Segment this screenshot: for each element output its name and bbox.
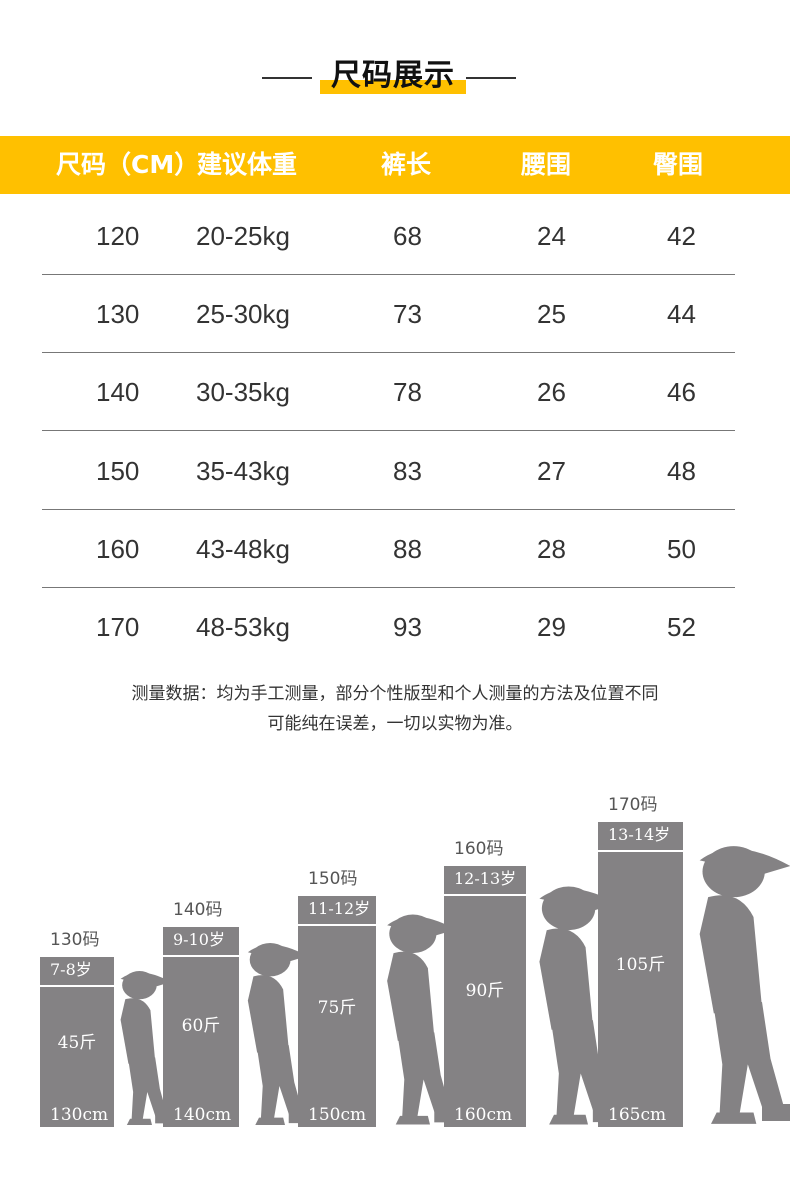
height-age-label: 11-12岁 — [308, 899, 371, 918]
height-bar: 13-14岁 105斤 165cm — [598, 822, 683, 1127]
cell-weight: 43-48kg — [196, 534, 290, 564]
title-highlight — [320, 80, 466, 94]
bar-divider — [598, 850, 683, 852]
measurement-note-line1: 测量数据：均为手工测量，部分个性版型和个人测量的方法及位置不同 — [131, 684, 659, 704]
row-divider — [42, 430, 735, 431]
cell-pants-length: 88 — [393, 534, 422, 564]
height-weight-label: 90斤 — [465, 981, 505, 1001]
table-row: 130 25-30kg 73 25 44 — [0, 275, 790, 353]
height-age-label: 13-14岁 — [608, 825, 671, 844]
cell-size: 130 — [96, 299, 140, 329]
row-divider — [42, 274, 735, 275]
cell-hip: 42 — [667, 221, 696, 251]
cell-size: 150 — [96, 456, 140, 486]
table-row: 160 43-48kg 88 28 50 — [0, 510, 790, 588]
height-cm-label: 150cm — [308, 1105, 367, 1125]
table-row: 150 35-43kg 83 27 48 — [0, 432, 790, 510]
header-waist: 腰围 — [521, 150, 572, 179]
title-left-line — [262, 77, 312, 79]
header-size: 尺码（CM） — [56, 150, 200, 179]
cell-pants-length: 93 — [393, 612, 422, 642]
bar-divider — [163, 955, 239, 957]
child-silhouette-icon — [520, 884, 622, 1131]
height-size-label: 140码 — [173, 900, 223, 920]
height-age-label: 7-8岁 — [50, 960, 92, 979]
height-cm-label: 140cm — [173, 1105, 232, 1125]
table-row: 120 20-25kg 68 24 42 — [0, 197, 790, 275]
row-divider — [42, 587, 735, 588]
height-size-label: 170码 — [608, 795, 658, 815]
bar-divider — [444, 894, 526, 896]
cell-size: 120 — [96, 221, 140, 251]
cell-waist: 27 — [537, 456, 566, 486]
measurement-note-line2: 可能纯在误差，一切以实物为准。 — [267, 714, 523, 734]
bar-divider — [40, 985, 114, 987]
child-silhouette-icon — [108, 969, 174, 1131]
height-weight-label: 60斤 — [181, 1016, 221, 1036]
page-title: 尺码展示 — [331, 58, 455, 93]
height-weight-label: 105斤 — [615, 955, 666, 975]
section-title: 尺码展示 — [0, 52, 790, 102]
title-right-line — [466, 77, 516, 79]
cell-waist: 29 — [537, 612, 566, 642]
size-table-header: 尺码（CM） 建议体重 裤长 腰围 臀围 — [0, 136, 790, 194]
cell-pants-length: 83 — [393, 456, 422, 486]
child-silhouette-icon — [677, 843, 790, 1131]
height-age-label: 9-10岁 — [173, 930, 225, 949]
cell-weight: 20-25kg — [196, 221, 290, 251]
cell-hip: 48 — [667, 456, 696, 486]
cell-size: 160 — [96, 534, 140, 564]
cell-hip: 44 — [667, 299, 696, 329]
height-size-label: 160码 — [454, 839, 504, 859]
child-silhouette-icon — [233, 941, 311, 1131]
cell-hip: 46 — [667, 377, 696, 407]
cell-hip: 52 — [667, 612, 696, 642]
cell-waist: 24 — [537, 221, 566, 251]
height-size-label: 150码 — [308, 869, 358, 889]
row-divider — [42, 352, 735, 353]
cell-weight: 35-43kg — [196, 456, 290, 486]
bar-divider — [298, 924, 376, 926]
cell-hip: 50 — [667, 534, 696, 564]
table-row: 140 30-35kg 78 26 46 — [0, 353, 790, 431]
cell-pants-length: 78 — [393, 377, 422, 407]
height-age-label: 12-13岁 — [454, 869, 517, 888]
cell-waist: 28 — [537, 534, 566, 564]
cell-waist: 25 — [537, 299, 566, 329]
height-cm-label: 160cm — [454, 1105, 513, 1125]
row-divider — [42, 509, 735, 510]
height-weight-label: 45斤 — [57, 1033, 97, 1053]
cell-weight: 30-35kg — [196, 377, 290, 407]
table-row: 170 48-53kg 93 29 52 — [0, 588, 790, 666]
height-weight-label: 75斤 — [317, 998, 357, 1018]
height-cm-label: 165cm — [608, 1105, 667, 1125]
cell-pants-length: 73 — [393, 299, 422, 329]
height-bar: 7-8岁 45斤 130cm — [40, 957, 114, 1127]
height-cm-label: 130cm — [50, 1105, 109, 1125]
header-pants-length: 裤长 — [381, 150, 432, 179]
height-bar: 9-10岁 60斤 140cm — [163, 927, 239, 1127]
header-hip: 臀围 — [653, 150, 704, 179]
height-size-label: 130码 — [50, 930, 100, 950]
cell-weight: 48-53kg — [196, 612, 290, 642]
cell-weight: 25-30kg — [196, 299, 290, 329]
height-bar: 11-12岁 75斤 150cm — [298, 896, 376, 1127]
cell-pants-length: 68 — [393, 221, 422, 251]
header-weight: 建议体重 — [197, 150, 298, 179]
height-bar: 12-13岁 90斤 160cm — [444, 866, 526, 1127]
cell-size: 170 — [96, 612, 140, 642]
cell-waist: 26 — [537, 377, 566, 407]
cell-size: 140 — [96, 377, 140, 407]
child-silhouette-icon — [370, 912, 460, 1131]
